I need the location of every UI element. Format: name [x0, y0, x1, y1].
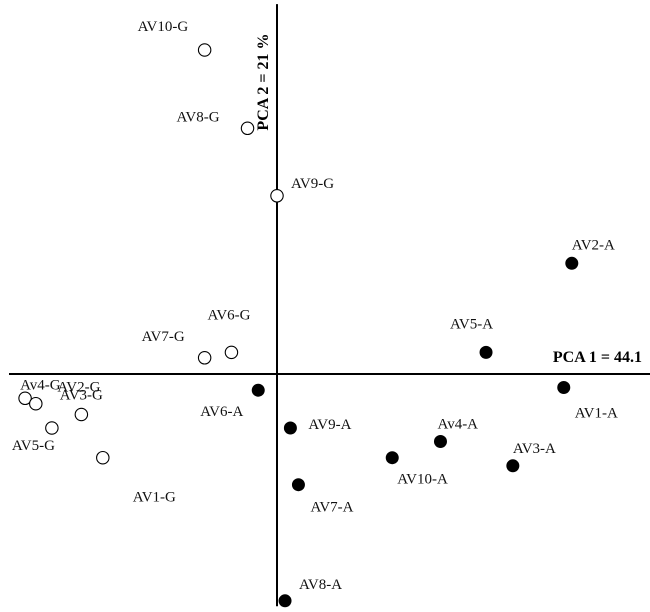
point-av7-a: [291, 478, 305, 492]
point-label-av8-g: AV8-G: [177, 109, 220, 125]
point-av2-a: [565, 256, 579, 270]
point-av9-g: [270, 189, 284, 203]
point-av8-g: [240, 121, 255, 136]
point-av5-a: [479, 345, 493, 359]
point-av8-a: [278, 594, 292, 608]
point-label-av4-g: Av4-G: [20, 377, 61, 393]
point-av2-g: [74, 407, 89, 422]
point-label-av3-g: AV3-G: [60, 388, 103, 404]
point-av6-g: [224, 345, 239, 360]
labels-layer: AV10-GAV8-GAV9-GAV6-GAV7-GAv4-GAV3-GAV2-…: [12, 19, 618, 593]
point-av6-a: [251, 383, 265, 397]
point-label-av6-g: AV6-G: [207, 307, 250, 323]
points-layer: [18, 43, 579, 608]
point-label-av1-g: AV1-G: [133, 490, 176, 506]
point-av9-a: [283, 421, 297, 435]
point-av10-g: [197, 43, 212, 57]
point-label-av10-a: AV10-A: [397, 472, 448, 488]
point-label-av5-g: AV5-G: [12, 438, 55, 454]
point-av3-g: [29, 396, 43, 411]
point-label-av2-g: AV2-G: [57, 380, 100, 396]
point-av1-g: [96, 450, 110, 465]
point-av5-g: [45, 421, 59, 435]
point-av3-a: [506, 459, 520, 473]
point-label-av7-a: AV7-A: [310, 500, 353, 516]
point-av7-g: [197, 351, 212, 365]
point-av4-g: [18, 391, 32, 406]
point-label-av10-g: AV10-G: [138, 19, 189, 35]
point-label-av7-g: AV7-G: [142, 329, 185, 345]
point-label-av9-g: AV9-G: [291, 176, 334, 192]
y-axis-title: PCA 2 = 21 %: [255, 33, 272, 130]
point-label-av6-a: AV6-A: [200, 404, 243, 420]
x-axis-title: PCA 1 = 44.1: [553, 349, 642, 366]
point-label-av1-a: AV1-A: [575, 406, 618, 422]
point-label-av3-a: AV3-A: [513, 441, 556, 457]
point-label-av4-a: Av4-A: [437, 417, 478, 433]
point-label-av9-a: AV9-A: [308, 417, 351, 433]
point-av1-a: [557, 381, 571, 394]
point-av10-a: [385, 451, 399, 465]
point-label-av2-a: AV2-A: [572, 237, 615, 253]
point-label-av5-a: AV5-A: [450, 316, 493, 332]
point-av4-a: [433, 435, 447, 448]
point-label-av8-a: AV8-A: [299, 577, 342, 593]
